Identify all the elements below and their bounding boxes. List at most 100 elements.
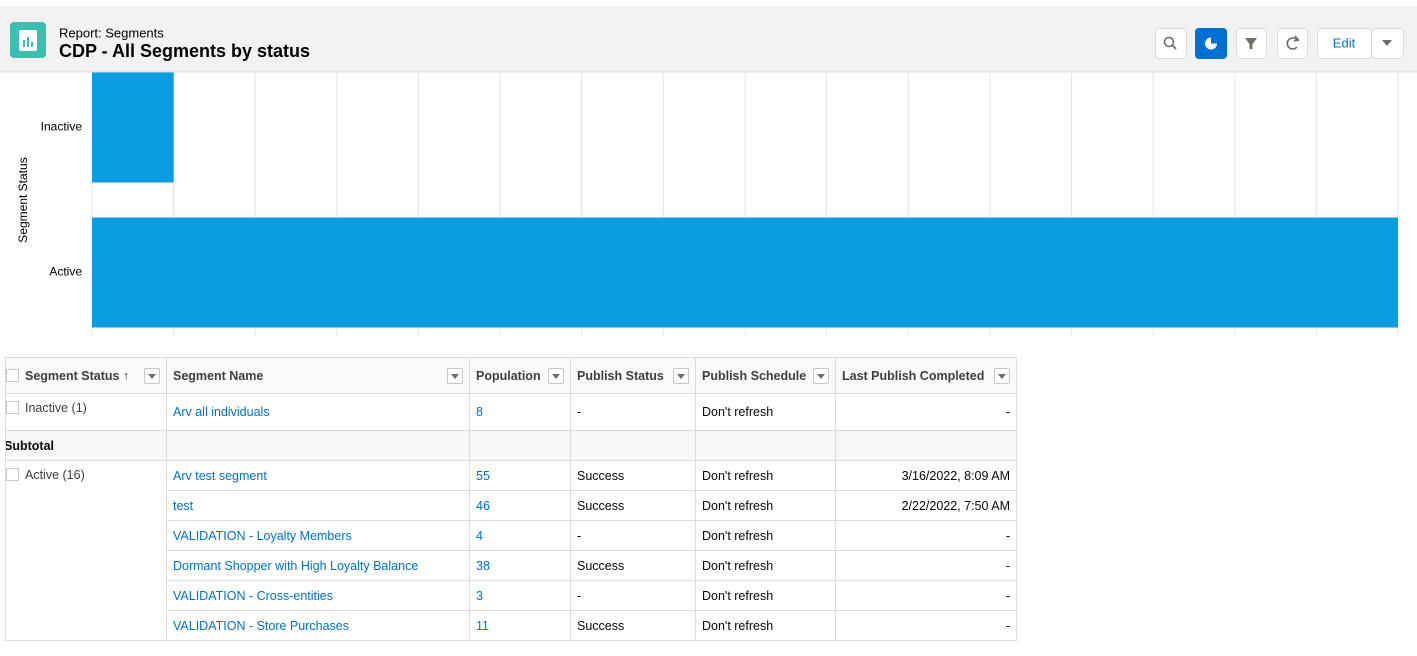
column-header-text[interactable]: Population	[476, 368, 541, 383]
cell: 2/22/2022, 7:50 AM	[835, 490, 1017, 521]
cell: Don't refresh	[695, 490, 836, 521]
cell[interactable]: Arv test segment	[166, 460, 470, 491]
column-header-text[interactable]: Segment Status	[25, 368, 120, 383]
cell: -	[835, 393, 1017, 431]
cell-text: Success	[577, 468, 625, 483]
cell-text[interactable]: 3	[476, 588, 483, 603]
cell[interactable]: VALIDATION - Loyalty Members	[166, 520, 470, 551]
bar	[92, 217, 1398, 328]
column-header[interactable]: Last Publish Completed	[835, 357, 1017, 394]
cell-text[interactable]: test	[173, 498, 194, 513]
cell-text[interactable]: VALIDATION - Loyalty Members	[173, 528, 352, 543]
cell-text[interactable]: 46	[476, 498, 490, 513]
refresh-button[interactable]	[1277, 28, 1308, 59]
report-table: Segment Status ↑ Segment Name Population Pu…	[5, 357, 1017, 641]
cell[interactable]: VALIDATION - Cross-entities	[166, 580, 470, 611]
cell-text[interactable]: Arv test segment	[173, 468, 267, 483]
report-title: CDP - All Segments by status	[59, 41, 310, 61]
group-cell: Inactive (1)	[5, 393, 167, 431]
column-menu[interactable]	[548, 368, 564, 384]
checkbox	[6, 401, 19, 414]
column-header-text[interactable]: Publish Schedule	[702, 368, 807, 383]
chart-toggle-button[interactable]	[1195, 28, 1227, 59]
report-icon-glyph	[27, 37, 29, 47]
cell-text: Don't refresh	[702, 498, 774, 513]
cell-text: -	[577, 405, 582, 419]
data-row: VALIDATION - Store Purchases 11 Success Don…	[6, 610, 1017, 641]
header-row: Segment Status ↑ Segment Name Population Pu…	[5, 357, 1017, 394]
cell-text: Don't refresh	[702, 588, 774, 603]
more-actions-button[interactable]	[1371, 28, 1404, 59]
cell-text: -	[1005, 588, 1010, 603]
cell[interactable]: test	[166, 490, 470, 521]
sort-arrow: ↑	[119, 368, 130, 383]
column-menu[interactable]	[447, 368, 463, 384]
cell-text: -	[577, 588, 582, 603]
column-header-text[interactable]: Last Publish Completed	[842, 368, 985, 383]
cell[interactable]: 38	[469, 550, 571, 581]
cell-text: Don't refresh	[702, 468, 774, 483]
group-cell: Active (16)	[5, 460, 167, 641]
cell-text: Success	[577, 558, 625, 573]
cell[interactable]: Arv all individuals	[166, 393, 470, 431]
report-icon-glyph	[23, 40, 25, 47]
column-header[interactable]: Segment Name	[166, 357, 470, 394]
cell[interactable]: 11	[469, 610, 571, 641]
cell-text: Don't refresh	[702, 405, 774, 419]
cell[interactable]: 8	[469, 393, 571, 431]
report-icon-glyph	[31, 42, 33, 47]
cell[interactable]: Dormant Shopper with High Loyalty Balanc…	[166, 550, 470, 581]
cell[interactable]: 3	[469, 580, 571, 611]
cell-text[interactable]: 4	[476, 528, 483, 543]
cell: -	[570, 520, 696, 551]
cell-text[interactable]: 55	[476, 468, 490, 483]
cell-text[interactable]: VALIDATION - Cross-entities	[173, 588, 333, 603]
filter-button[interactable]	[1236, 28, 1267, 59]
column-menu[interactable]	[994, 368, 1010, 384]
cell-text[interactable]: Arv all individuals	[173, 405, 270, 419]
y-tick-label: Active	[49, 265, 82, 279]
column-header[interactable]: Segment Status ↑	[5, 357, 167, 394]
column-header[interactable]: Publish Status	[570, 357, 696, 394]
data-row: test 46 Success Don't refresh 2/22/2022, 7:5…	[6, 490, 1017, 521]
cell-text[interactable]: 38	[476, 558, 490, 573]
column-menu[interactable]	[673, 368, 689, 384]
data-row: Inactive (1) Arv all individuals 8 - Don't r…	[5, 393, 1017, 431]
column-menu[interactable]	[144, 368, 160, 384]
cell-text: Success	[577, 498, 625, 513]
edit-button[interactable]: Edit	[1317, 28, 1372, 59]
checkbox	[6, 468, 19, 481]
cell-text: Don't refresh	[702, 618, 774, 633]
cell-text[interactable]: 8	[476, 405, 483, 419]
edit-label[interactable]: Edit	[1333, 35, 1356, 50]
cell-text: Don't refresh	[702, 558, 774, 573]
search-button[interactable]	[1155, 28, 1187, 59]
column-header[interactable]: Publish Schedule	[695, 357, 836, 394]
cell: Success	[570, 460, 696, 491]
cell: -	[835, 580, 1017, 611]
y-axis-title: Segment Status	[16, 157, 30, 242]
cell-text: -	[1005, 618, 1010, 633]
cell[interactable]: 55	[469, 460, 571, 491]
cell-text: -	[577, 528, 582, 543]
cell-text: 3/16/2022, 8:09 AM	[901, 468, 1010, 483]
cell: Don't refresh	[695, 460, 836, 491]
column-header[interactable]: Population	[469, 357, 571, 394]
cell[interactable]: 4	[469, 520, 571, 551]
column-header-text[interactable]: Publish Status	[577, 368, 664, 383]
group-cell-text: Inactive (1)	[25, 401, 87, 415]
cell-text: -	[1005, 405, 1010, 419]
cell-text: Don't refresh	[702, 528, 774, 543]
cell-text[interactable]: VALIDATION - Store Purchases	[173, 618, 349, 633]
group-cell-text: Active (16)	[25, 468, 85, 482]
data-row: Active (16) Arv test segment 55 Success Don'…	[5, 460, 1017, 641]
subtotal-cell	[166, 430, 470, 461]
data-row: Dormant Shopper with High Loyalty Balanc…	[6, 550, 1017, 581]
column-header-text[interactable]: Segment Name	[173, 368, 264, 383]
cell-text[interactable]: Dormant Shopper with High Loyalty Balanc…	[173, 558, 419, 573]
column-menu[interactable]	[813, 368, 829, 384]
cell[interactable]: VALIDATION - Store Purchases	[166, 610, 470, 641]
cell[interactable]: 46	[469, 490, 571, 521]
cell-text[interactable]: 11	[476, 618, 489, 633]
